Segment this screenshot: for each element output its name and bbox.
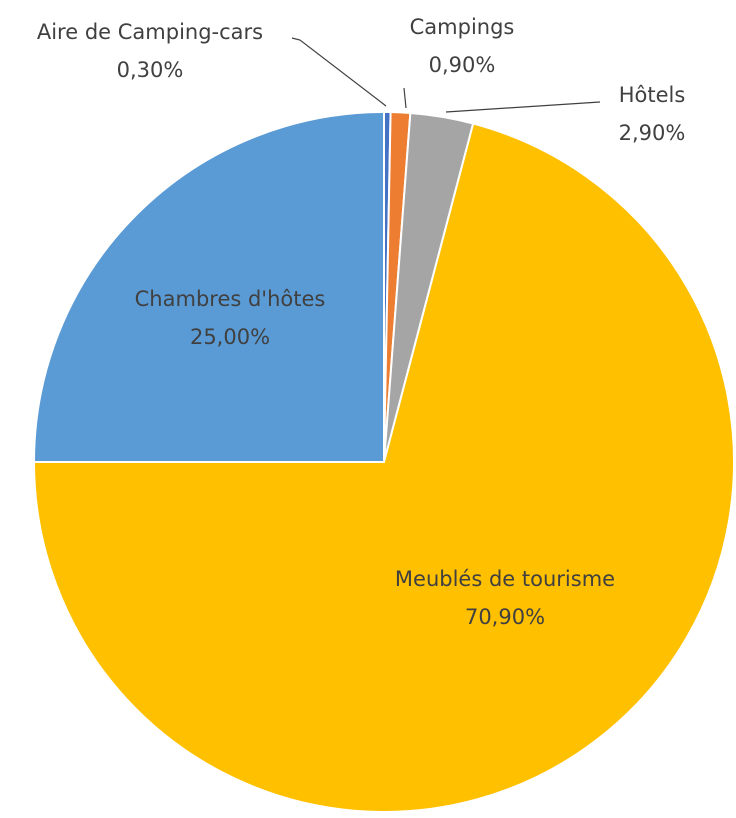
value-label: 0,90% — [429, 53, 496, 77]
pie-slice — [32, 110, 385, 463]
leader-line — [445, 101, 601, 113]
pie-slice — [32, 122, 735, 813]
slice-label: Hôtels — [619, 83, 686, 107]
slice-label: Campings — [410, 15, 515, 39]
leader-line — [291, 37, 387, 107]
value-label: 2,90% — [619, 121, 686, 145]
slice-label: Chambres d'hôtes — [135, 287, 326, 311]
leader-line — [403, 87, 407, 109]
slice-label: Aire de Camping-cars — [37, 20, 263, 44]
value-label: 0,30% — [117, 58, 184, 82]
slice-label: Meublés de tourisme — [395, 567, 615, 591]
value-label: 70,90% — [465, 605, 545, 629]
value-label: 25,00% — [190, 325, 270, 349]
